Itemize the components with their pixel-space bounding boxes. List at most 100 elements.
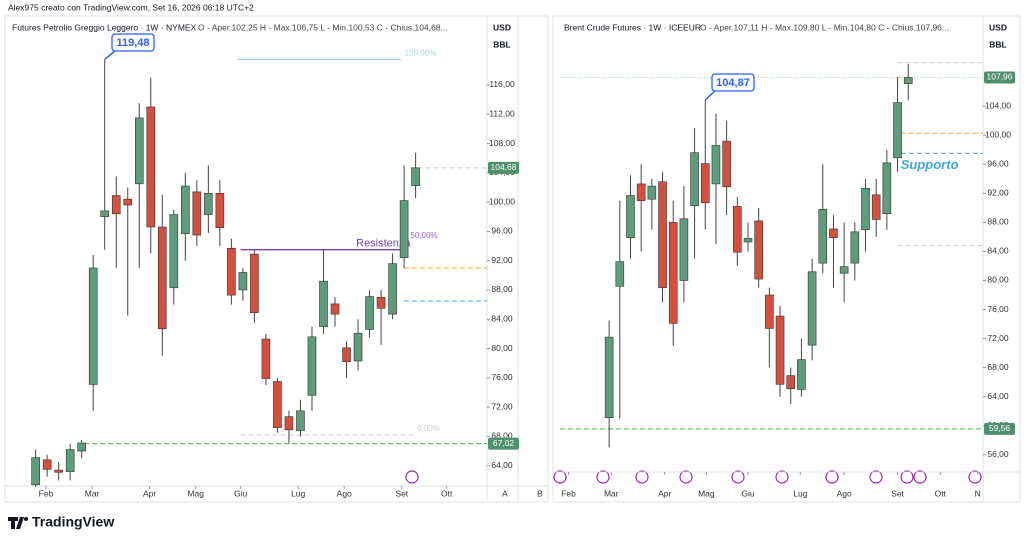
candle-body <box>123 198 133 206</box>
candle-body <box>722 140 731 188</box>
y-tick-label: 80,00 <box>987 275 1009 285</box>
event-icon[interactable] <box>679 470 693 484</box>
candle-body <box>296 410 305 431</box>
price-tag-label: 59,56 <box>989 423 1011 433</box>
event-icon[interactable] <box>405 470 419 484</box>
event-icon[interactable] <box>553 470 567 484</box>
candle-body <box>146 106 156 228</box>
x-tick-label: Feb <box>561 488 576 498</box>
y-tick-label: 96,00 <box>987 159 1009 169</box>
candle-body <box>615 261 625 287</box>
candle-body <box>839 266 849 274</box>
callout-label: 119,48 <box>116 37 149 49</box>
candle-body <box>376 296 386 309</box>
unit: BBL <box>493 39 510 49</box>
event-icons <box>405 470 982 484</box>
candle-body <box>88 267 98 385</box>
candle-body <box>100 210 110 218</box>
candle-body <box>54 469 63 473</box>
y-tick-label: 116,00 <box>489 79 515 89</box>
candle-body <box>273 381 282 428</box>
y-tick-label: 108,00 <box>489 138 515 148</box>
callout-label: 104,87 <box>716 77 750 89</box>
candle-body <box>365 296 374 330</box>
candle-body <box>679 218 689 281</box>
x-tick-label: Ott <box>935 488 947 498</box>
event-icon[interactable] <box>635 470 649 484</box>
event-icon[interactable] <box>596 470 610 484</box>
x-tick-label: Giu <box>234 488 248 498</box>
y-tick-label: 84,00 <box>987 246 1009 256</box>
x-tick-label: Set <box>395 488 408 498</box>
level-label: Resistenza <box>356 238 411 250</box>
candle-body <box>261 338 271 379</box>
event-icon[interactable] <box>869 470 883 484</box>
candle-body <box>157 226 167 330</box>
candle-body <box>181 185 190 234</box>
left-panel <box>4 15 549 503</box>
candle-body <box>786 375 796 389</box>
currency: USD <box>989 22 1007 32</box>
event-icon[interactable] <box>968 470 982 484</box>
event-icon[interactable] <box>775 470 789 484</box>
y-tick-label: 64,00 <box>491 460 513 470</box>
x-tick-label: Mar <box>604 488 619 498</box>
candle-body <box>797 359 806 390</box>
event-icon[interactable] <box>913 470 927 484</box>
candle-body <box>250 253 259 313</box>
event-icon[interactable] <box>900 470 914 484</box>
y-tick-label: 72,00 <box>491 401 513 411</box>
callout-box <box>711 73 755 92</box>
candle-body <box>647 185 657 200</box>
candle-body <box>411 167 420 186</box>
candle-body <box>399 200 409 259</box>
candle-body <box>861 187 870 230</box>
x-tick-label: Mag <box>698 488 715 498</box>
button-a[interactable]: A <box>502 488 508 498</box>
event-icon[interactable] <box>825 470 839 484</box>
candle-body <box>626 195 635 238</box>
candle-body <box>668 222 678 324</box>
event-icon[interactable] <box>731 470 745 484</box>
candle-body <box>31 457 40 486</box>
x-tick-label: Lug <box>291 488 305 498</box>
x-tick-label: Feb <box>39 488 54 498</box>
candle-body <box>893 102 902 159</box>
x-tick-label: Apr <box>143 488 156 498</box>
candle-body <box>636 183 646 201</box>
callout-box <box>111 33 155 52</box>
x-tick-label: Apr <box>658 488 671 498</box>
candle-body <box>284 416 294 431</box>
right-panel <box>552 15 1021 503</box>
candle-body <box>215 193 225 229</box>
callout-pointer <box>704 89 717 101</box>
candle-body <box>807 271 817 346</box>
candle-body <box>307 336 317 396</box>
header-text: Alex975 creato con TradingView.com, Set … <box>8 2 254 12</box>
candle-body <box>42 459 52 470</box>
level-label: 0,00% <box>417 424 440 433</box>
candle-body <box>754 220 763 280</box>
candle-body <box>319 280 328 327</box>
candle-body <box>169 214 179 289</box>
candle-body <box>711 145 721 185</box>
unit: BBL <box>989 39 1006 49</box>
ohlc-text: O - Aper.102,25 H - Max.106,75 L - Min.1… <box>198 22 448 32</box>
price-tag <box>488 161 519 174</box>
candle-body <box>204 193 213 215</box>
candle-body <box>700 163 710 204</box>
candle-body <box>65 449 75 472</box>
currency: USD <box>493 22 511 32</box>
button-b[interactable]: B <box>537 488 543 498</box>
candle-body <box>134 117 144 185</box>
chart-title: Futures Petrolio Greggio Leggero · 1W · … <box>12 22 197 32</box>
y-tick-label: 88,00 <box>987 217 1009 227</box>
chart-title: Brent Crude Futures · 1W · ICEEUR <box>564 22 701 32</box>
candle-body <box>388 263 397 315</box>
y-tick-label: 68,00 <box>491 431 513 441</box>
y-tick-label: 104,00 <box>985 100 1011 110</box>
y-tick-label: 112,00 <box>489 109 515 119</box>
x-tick-label: Lug <box>793 488 807 498</box>
